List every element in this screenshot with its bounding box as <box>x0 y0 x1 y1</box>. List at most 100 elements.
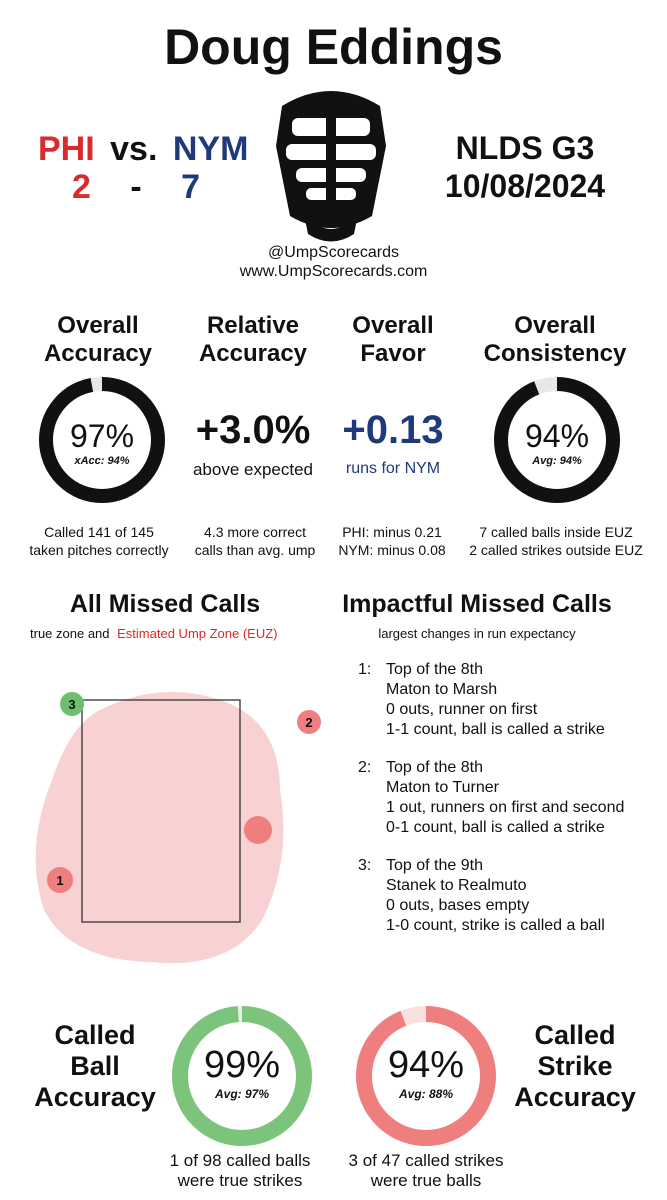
title-line: Called <box>54 1020 136 1050</box>
call-line: 0-1 count, ball is called a strike <box>386 819 605 836</box>
title-line: Accuracy <box>34 1082 156 1112</box>
call-line: 1 out, runners on first and second <box>386 799 625 816</box>
umpire-name: Doug Eddings <box>164 19 503 75</box>
favor-sub: runs for NYM <box>345 460 441 477</box>
impactful-call-1: 1: Top of the 8th Maton to Marsh 0 outs, … <box>358 660 658 740</box>
called-ball-readout: 99% Avg: 97% <box>170 1044 314 1101</box>
home-score: 7 <box>181 168 201 206</box>
consistency-note: 7 called balls inside EUZ 2 called strik… <box>456 523 656 559</box>
title-line: Called <box>534 1020 616 1050</box>
call-line: Top of the 8th <box>386 661 483 678</box>
called-strike-value: 94% <box>387 1044 465 1086</box>
call-line: Maton to Marsh <box>386 681 498 698</box>
consistency-ring <box>494 377 620 503</box>
call-number: 1: <box>358 661 372 678</box>
title-line: Relative <box>206 312 300 339</box>
twitter-handle[interactable]: @UmpScorecards <box>268 244 399 261</box>
legend-true-zone: true zone and <box>30 626 110 641</box>
score-dash: - <box>130 168 142 206</box>
overall-accuracy-title: Overall Accuracy <box>18 312 178 368</box>
note-line: taken pitches correctly <box>29 542 169 558</box>
called-ball-value: 99% <box>203 1044 281 1086</box>
overall-consistency-title: Overall Consistency <box>465 312 645 368</box>
note-line: 2 called strikes outside EUZ <box>469 542 643 558</box>
vs-text: vs. <box>110 130 158 168</box>
call-line: 1-1 count, ball is called a strike <box>386 721 605 738</box>
euz-blob <box>35 692 284 964</box>
title-line: Consistency <box>483 340 627 367</box>
missed-calls-plot: 3 2 1 <box>35 692 321 964</box>
accuracy-donut <box>39 377 165 503</box>
note-line: were true balls <box>370 1171 482 1190</box>
call-line: Top of the 8th <box>386 759 483 776</box>
missed-call-point <box>244 816 272 844</box>
relative-accuracy-sub: above expected <box>192 460 314 479</box>
title-line: Accuracy <box>43 340 153 367</box>
note-line: 4.3 more correct <box>204 524 306 540</box>
title-line: Overall <box>352 312 434 339</box>
umpire-mask-icon <box>276 91 386 242</box>
matchup-teams: PHI vs. NYM <box>38 130 248 169</box>
call-line: Maton to Turner <box>386 779 499 796</box>
accuracy-readout: 97% xAcc: 94% <box>38 418 166 467</box>
title-line: Accuracy <box>198 340 308 367</box>
note-line: calls than avg. ump <box>194 542 316 558</box>
called-strike-avg: Avg: 88% <box>398 1087 454 1101</box>
missed-call-point-3: 3 <box>60 692 84 716</box>
call-line: 1-0 count, strike is called a ball <box>386 917 605 934</box>
impactful-calls-subtitle: largest changes in run expectancy <box>378 626 576 641</box>
note-line: 7 called balls inside EUZ <box>479 524 633 540</box>
matchup-score: 2 - 7 <box>72 168 200 207</box>
consistency-readout: 94% Avg: 94% <box>493 418 621 467</box>
called-ball-title: Called Ball Accuracy <box>20 1020 170 1113</box>
legend-euz: Estimated Ump Zone (EUZ) <box>117 626 278 641</box>
true-strike-zone <box>81 699 241 923</box>
xacc-value: xAcc: 94% <box>74 455 130 467</box>
game-date: 10/08/2024 <box>444 168 606 204</box>
note-line: PHI: minus 0.21 <box>342 524 442 540</box>
call-number: 3: <box>358 857 372 874</box>
relative-accuracy-value: +3.0% <box>195 408 311 452</box>
series-label: NLDS G3 <box>455 130 595 166</box>
called-strike-donut <box>356 1006 496 1146</box>
note-line: 3 of 47 called strikes <box>348 1151 504 1170</box>
title-line: Favor <box>360 340 426 367</box>
call-line: 0 outs, bases empty <box>386 897 530 914</box>
note-line: 1 of 98 called balls <box>169 1151 311 1170</box>
note-line: Called 141 of 145 <box>44 524 154 540</box>
missed-call-point-1: 1 <box>47 867 73 893</box>
accuracy-ring <box>39 377 165 503</box>
impactful-call-2: 2: Top of the 8th Maton to Turner 1 out, … <box>358 758 658 838</box>
home-team: NYM <box>172 130 249 168</box>
away-score: 2 <box>72 168 91 206</box>
called-ball-donut <box>172 1006 312 1146</box>
title-line: Overall <box>514 312 596 339</box>
point-label: 3 <box>68 697 75 712</box>
called-ball-ring <box>172 1006 312 1146</box>
impactful-calls-title: Impactful Missed Calls <box>342 590 612 618</box>
call-line: Top of the 9th <box>386 857 483 874</box>
call-number: 2: <box>358 759 372 776</box>
consistency-value: 94% <box>524 418 590 454</box>
accuracy-note: Called 141 of 145 taken pitches correctl… <box>10 523 188 559</box>
website-link[interactable]: www.UmpScorecards.com <box>239 263 428 280</box>
favor-value: +0.13 <box>342 408 444 452</box>
point-label: 2 <box>305 715 312 730</box>
favor-note: PHI: minus 0.21 NYM: minus 0.08 <box>322 523 462 559</box>
title-line: Strike <box>537 1051 613 1081</box>
overall-favor-title: Overall Favor <box>328 312 458 368</box>
relative-accuracy-title: Relative Accuracy <box>178 312 328 368</box>
title-line: Overall <box>57 312 139 339</box>
called-strike-note: 3 of 47 called strikes were true balls <box>326 1151 526 1191</box>
called-ball-note: 1 of 98 called balls were true strikes <box>140 1151 340 1191</box>
note-line: were true strikes <box>177 1171 303 1190</box>
consistency-donut <box>494 377 620 503</box>
point-label: 1 <box>56 873 63 888</box>
relative-note: 4.3 more correct calls than avg. ump <box>188 523 322 559</box>
called-strike-readout: 94% Avg: 88% <box>354 1044 498 1101</box>
call-line: 0 outs, runner on first <box>386 701 538 718</box>
missed-calls-legend: true zone and Estimated Ump Zone (EUZ) <box>30 626 320 641</box>
missed-call-point-2: 2 <box>297 710 321 734</box>
call-line: Stanek to Realmuto <box>386 877 527 894</box>
called-ball-avg: Avg: 97% <box>214 1087 270 1101</box>
